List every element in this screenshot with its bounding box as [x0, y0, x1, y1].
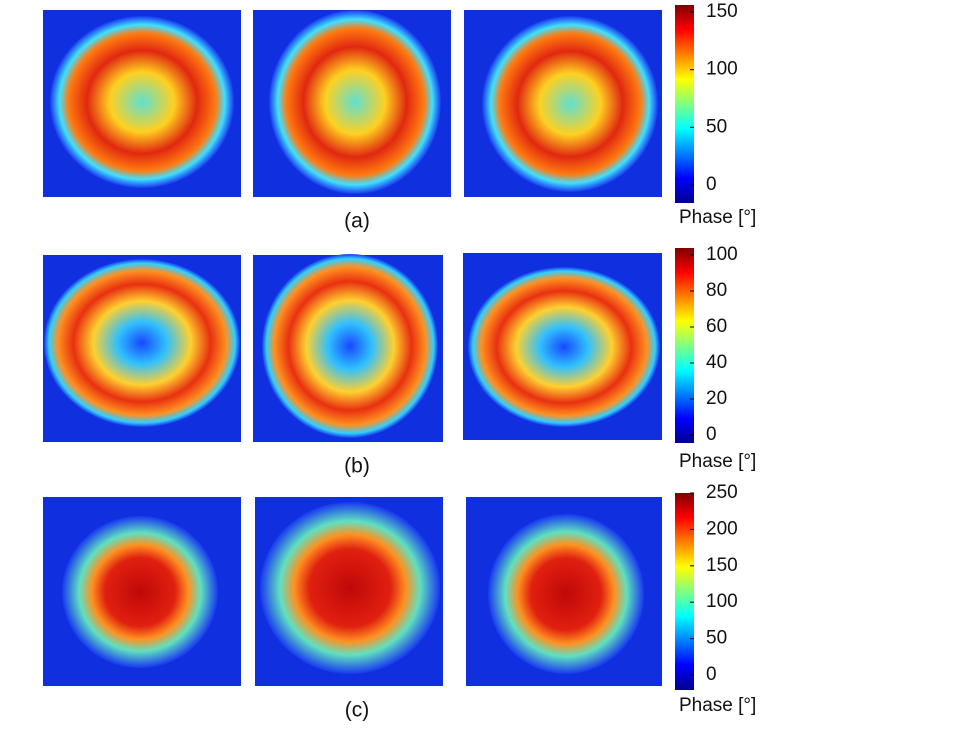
colorbar-tick-label: 0: [706, 174, 717, 195]
image-blob: [269, 10, 441, 194]
image-blob: [44, 259, 240, 427]
image-blob: [468, 267, 660, 427]
colorbar-tick-label: 40: [706, 352, 727, 373]
images: [43, 10, 662, 686]
image-blob: [262, 254, 438, 438]
image-blob: [260, 502, 440, 674]
image-blob: [488, 514, 644, 674]
colorbar: [675, 5, 694, 203]
colorbar-tick-label: 20: [706, 388, 727, 409]
image-blob: [62, 516, 218, 668]
colorbar-tick-label: 100: [706, 591, 738, 612]
colorbar: [675, 493, 694, 690]
colorbar-tick-label: 50: [706, 628, 727, 649]
colorbar-tick-label: 150: [706, 1, 738, 22]
colorbar-tick-label: 50: [706, 116, 727, 137]
colorbar: [675, 248, 694, 443]
colorbar-tick-label: 100: [706, 59, 738, 80]
colorbar-label: Phase [°]: [679, 451, 756, 472]
panel-label: (c): [345, 699, 370, 722]
panel-label: (a): [344, 210, 370, 233]
colorbar-tick-label: 200: [706, 518, 738, 539]
colorbar-tick-label: 0: [706, 664, 717, 685]
colorbar-tick-label: 250: [706, 482, 738, 503]
colorbar-tick-label: 60: [706, 316, 727, 337]
colorbar-tick-label: 100: [706, 244, 738, 265]
colorbar-label: Phase [°]: [679, 207, 756, 228]
image-blob: [50, 16, 234, 188]
colorbar-tick-label: 80: [706, 280, 727, 301]
image-blob: [482, 16, 658, 192]
panel-label: (b): [344, 455, 370, 478]
colorbar-tick-label: 0: [706, 424, 717, 445]
colorbar-tick-label: 150: [706, 555, 738, 576]
colorbar-label: Phase [°]: [679, 695, 756, 716]
